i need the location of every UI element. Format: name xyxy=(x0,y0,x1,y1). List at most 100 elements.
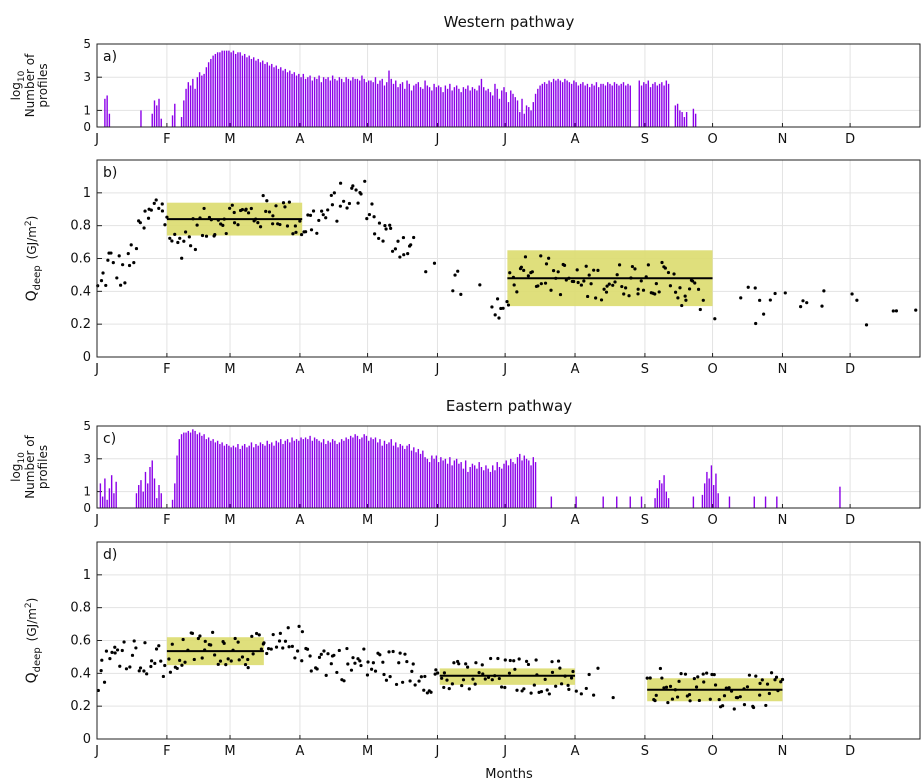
bar xyxy=(717,493,719,508)
data-point xyxy=(456,269,460,273)
x-tick-label: A xyxy=(295,132,304,147)
bar xyxy=(300,77,302,127)
bar xyxy=(408,444,410,508)
bar xyxy=(345,77,347,127)
data-point xyxy=(309,228,314,232)
bar xyxy=(327,77,329,127)
bar xyxy=(512,462,514,508)
data-point xyxy=(891,309,895,313)
data-point xyxy=(396,239,400,243)
bar xyxy=(566,80,568,127)
bar xyxy=(368,440,370,508)
data-point xyxy=(229,659,233,663)
data-point xyxy=(727,686,731,690)
bar xyxy=(241,445,244,508)
data-point xyxy=(119,283,123,287)
bar xyxy=(467,85,469,127)
bar xyxy=(284,68,286,127)
data-point xyxy=(855,298,859,302)
data-point xyxy=(106,258,110,262)
bar xyxy=(349,435,352,508)
bar xyxy=(151,460,153,508)
data-point xyxy=(403,652,407,656)
bar xyxy=(568,82,571,127)
bar xyxy=(266,62,268,128)
data-point xyxy=(370,667,374,671)
data-point xyxy=(393,247,398,251)
data-point xyxy=(668,684,673,688)
x-tick-label: D xyxy=(845,132,855,147)
data-point xyxy=(751,705,756,710)
data-point xyxy=(244,207,248,211)
x-tick-label: O xyxy=(707,513,717,528)
data-point xyxy=(526,662,531,667)
bar xyxy=(640,85,643,127)
data-point xyxy=(297,624,301,628)
bar xyxy=(570,83,573,127)
x-tick-label: J xyxy=(502,744,507,759)
data-point xyxy=(779,680,783,684)
panel-label: a) xyxy=(103,49,117,65)
data-point xyxy=(271,222,275,226)
bar xyxy=(616,83,618,127)
data-point xyxy=(708,697,712,701)
data-point xyxy=(200,233,205,238)
data-point xyxy=(181,637,185,642)
bar xyxy=(503,463,505,508)
data-point xyxy=(405,659,409,664)
bar xyxy=(433,458,435,508)
bar xyxy=(505,460,507,508)
bar xyxy=(144,471,147,508)
data-point xyxy=(698,307,702,312)
data-point xyxy=(589,282,593,286)
data-point xyxy=(473,682,477,686)
y-tick-label: 3 xyxy=(83,70,91,84)
data-point xyxy=(126,252,130,256)
data-point xyxy=(660,676,664,680)
bar xyxy=(663,85,665,127)
bar xyxy=(374,437,377,508)
data-point xyxy=(410,669,414,673)
bar xyxy=(442,92,444,127)
x-tick-label: J xyxy=(502,362,507,377)
bar xyxy=(404,448,406,508)
data-point xyxy=(729,689,734,693)
data-point xyxy=(160,202,164,206)
bar xyxy=(225,444,228,508)
data-point xyxy=(607,282,611,286)
bar xyxy=(180,117,183,127)
bar xyxy=(243,53,246,127)
y-axis-label: Qdeep (GJ/m2) xyxy=(24,216,43,302)
data-point xyxy=(271,214,275,218)
bar xyxy=(516,100,519,127)
bar xyxy=(192,78,194,127)
data-point xyxy=(693,281,697,285)
bar xyxy=(627,83,629,127)
bar xyxy=(151,113,153,127)
bar xyxy=(537,88,539,127)
bar xyxy=(309,75,311,127)
data-point xyxy=(274,204,278,208)
data-point xyxy=(113,651,117,655)
data-point xyxy=(308,213,313,217)
bar xyxy=(277,68,280,127)
data-point xyxy=(673,290,678,294)
data-point xyxy=(203,648,207,652)
bar xyxy=(694,113,697,127)
data-point xyxy=(436,671,440,675)
bar xyxy=(440,87,442,127)
bar xyxy=(458,463,460,508)
data-point xyxy=(641,288,646,292)
bar xyxy=(473,465,476,508)
bar xyxy=(505,92,507,127)
bar xyxy=(586,83,589,127)
bar xyxy=(268,444,271,508)
data-point xyxy=(724,686,728,690)
bar xyxy=(383,85,386,127)
data-point xyxy=(269,647,273,651)
bar xyxy=(523,455,525,508)
data-point xyxy=(102,680,107,684)
bar xyxy=(449,83,451,127)
bar xyxy=(183,432,185,508)
data-point xyxy=(822,289,826,293)
